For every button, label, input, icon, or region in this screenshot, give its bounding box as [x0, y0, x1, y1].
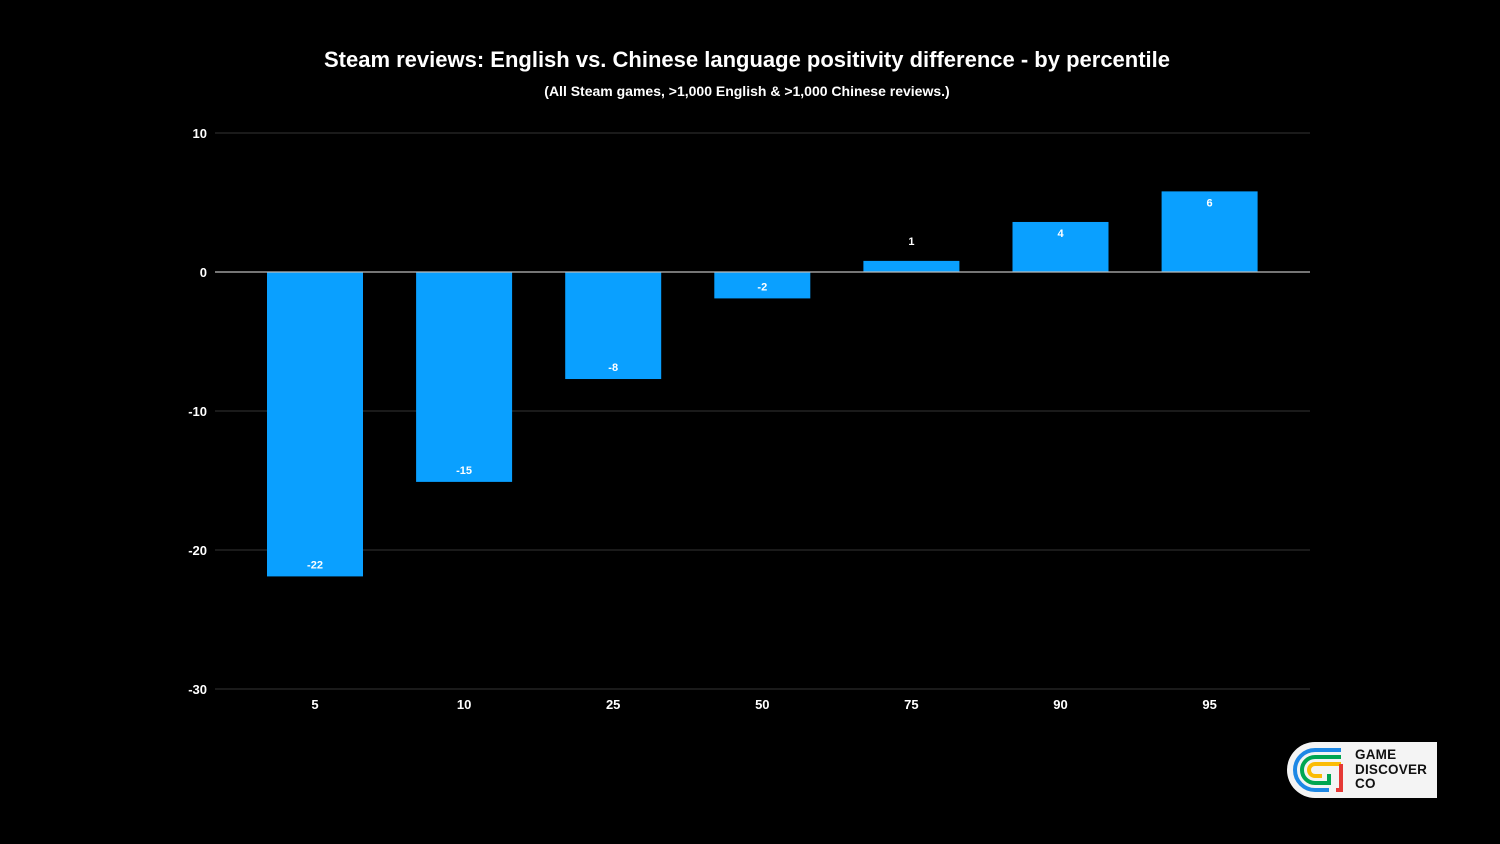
data-label-10: -15: [456, 465, 472, 477]
logo-line-discover: DISCOVER: [1355, 761, 1428, 777]
bar-5: [267, 272, 363, 577]
bar-10: [416, 272, 513, 482]
logo-text: GAME DISCOVER CO: [1355, 747, 1428, 792]
chart-subtitle: (All Steam games, >1,000 English & >1,00…: [544, 83, 949, 99]
y-tick-label--10: -10: [188, 404, 207, 419]
x-tick-label-50: 50: [755, 697, 769, 712]
logo-line-game: GAME: [1355, 747, 1397, 762]
bar-50: [714, 272, 811, 299]
y-tick-label--20: -20: [188, 543, 207, 558]
y-tick-label-0: 0: [200, 265, 207, 280]
x-tick-label-90: 90: [1053, 697, 1067, 712]
data-label-90: 4: [1057, 228, 1064, 240]
bar-90: [1012, 221, 1109, 272]
x-tick-label-10: 10: [457, 697, 471, 712]
data-label-25: -8: [608, 362, 618, 374]
y-tick-label-10: 10: [193, 126, 207, 141]
x-tick-label-25: 25: [606, 697, 620, 712]
gridlines: [215, 132, 1310, 690]
data-label-75: 1: [908, 236, 914, 248]
data-label-50: -2: [757, 281, 767, 293]
data-labels: -22 -15 -8 -2 1 4 6: [307, 197, 1213, 571]
bar-75: [863, 260, 960, 272]
x-tick-label-75: 75: [904, 697, 918, 712]
y-axis-ticks: 10 0 -10 -20 -30: [188, 126, 207, 697]
chart-title: Steam reviews: English vs. Chinese langu…: [324, 47, 1170, 72]
y-tick-label--30: -30: [188, 682, 207, 697]
bar-95: [1161, 191, 1258, 272]
logo-mark-icon: [1293, 748, 1343, 792]
bar-25: [565, 272, 662, 380]
data-label-95: 6: [1207, 197, 1213, 209]
game-discover-co-logo: GAME DISCOVER CO: [1287, 742, 1437, 798]
bars: [267, 191, 1258, 577]
x-tick-label-5: 5: [311, 697, 318, 712]
x-tick-label-95: 95: [1202, 697, 1216, 712]
data-label-5: -22: [307, 559, 323, 571]
x-axis-ticks: 5 10 25 50 75 90 95: [311, 697, 1216, 712]
logo-line-co: CO: [1355, 776, 1376, 791]
